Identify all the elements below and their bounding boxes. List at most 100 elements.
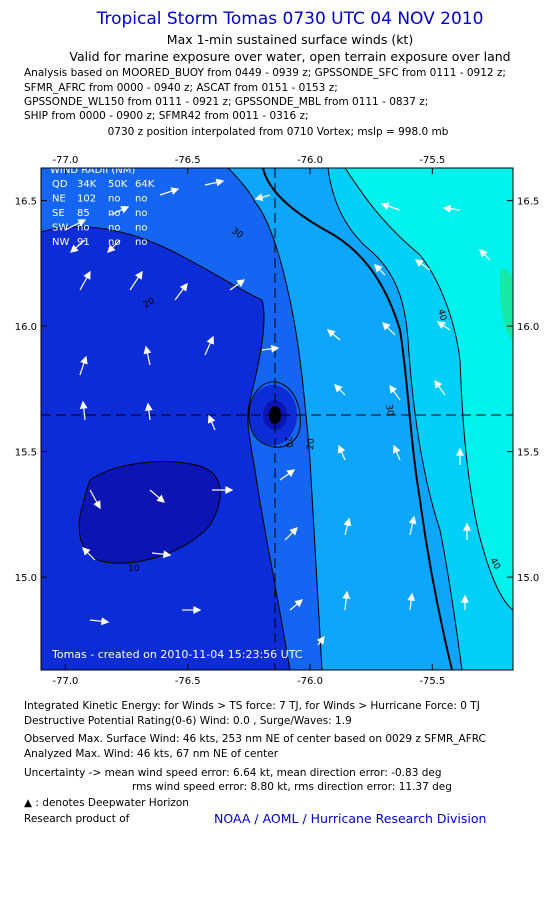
lon-tick-label-bottom: -75.5 <box>419 676 445 687</box>
lon-tick-label-top: -75.5 <box>419 155 445 166</box>
axis-ticks <box>41 168 513 670</box>
lon-tick-label-top: -76.0 <box>297 155 323 166</box>
wind-radii-cell: 50K <box>108 179 128 190</box>
wind-arrow-head-icon <box>236 279 246 288</box>
wind-arrow-head-icon <box>342 590 351 600</box>
wind-radii-cell: no <box>135 208 147 219</box>
wind-arrow-head-icon <box>135 270 143 280</box>
wind-arrow-head-icon <box>337 444 346 454</box>
wind-arrow-head-icon <box>442 204 452 213</box>
lat-tick-label-left: 16.5 <box>15 197 37 208</box>
lon-tick-label-bottom: -77.0 <box>53 676 79 687</box>
lon-tick-label-bottom: -76.5 <box>175 676 201 687</box>
contour-20 <box>41 226 291 670</box>
legend-text: : denotes Deepwater Horizon <box>35 797 189 809</box>
wind-arrow-head-icon <box>334 384 343 393</box>
wind-arrow-head-icon <box>343 517 352 527</box>
map-title: Tropical Storm Tomas 0730 UTC 04 NOV 201… <box>96 9 484 29</box>
contour-20-core <box>248 381 301 448</box>
contour-label: 10 <box>128 564 140 574</box>
wind-radii-cell: QD <box>52 179 68 190</box>
lat-tick-label-left: 15.0 <box>15 573 37 584</box>
wind-arrow-head-icon <box>206 335 214 345</box>
wind-arrow-head-icon <box>83 270 91 280</box>
wind-radii-cell: no <box>135 223 147 234</box>
lat-tick-label-right: 15.5 <box>517 448 539 459</box>
wind-arrow-head-icon <box>382 322 391 331</box>
uncertainty-line: rms wind speed error: 8.80 kt, rms direc… <box>132 781 452 793</box>
wind-arrow-head-icon <box>170 187 180 195</box>
research-org-link[interactable]: NOAA / AOML / Hurricane Research Divisio… <box>214 811 487 826</box>
analyzed-max-wind: Analyzed Max. Wind: 46 kts, 67 nm NE of … <box>24 748 279 760</box>
wind-arrow-head-icon <box>436 321 446 329</box>
wind-arrow-head-icon <box>461 594 469 603</box>
wind-arrow-head-icon <box>156 494 166 503</box>
contour-34-bold <box>262 168 453 670</box>
wind-arrow-head-icon <box>207 414 216 424</box>
map-subtitle-winds: Max 1-min sustained surface winds (kt) <box>166 32 414 47</box>
wind-arrow-head-icon <box>316 635 325 645</box>
position-note: 0730 z position interpolated from 0710 V… <box>107 126 449 138</box>
wind-arrow-head-icon <box>225 486 234 494</box>
wind-vector-arrows <box>64 178 491 646</box>
contour-labels: 30 20 20 10 20 30 40 40 <box>128 226 502 574</box>
wind-arrow-head-icon <box>463 522 471 531</box>
wind-radii-cell: no <box>77 223 89 234</box>
wind-arrow-head-icon <box>270 344 280 353</box>
wind-radii-cell: NE <box>52 194 66 205</box>
wind-radii-cell: 91 <box>77 237 90 248</box>
wind-radii-cell: 102 <box>77 194 96 205</box>
wind-arrow-head-icon <box>162 550 172 559</box>
wind-radii-cell: NW <box>52 237 69 248</box>
lat-tick-label-right: 15.0 <box>517 573 539 584</box>
wind-arrow-head-icon <box>215 178 225 187</box>
wind-band-under-10 <box>79 461 221 564</box>
analysis-line: SFMR_AFRC from 0000 - 0940 z; ASCAT from… <box>24 82 338 94</box>
contour-30 <box>227 168 323 670</box>
wind-radii-cell: no <box>108 237 120 248</box>
wind-arrow-head-icon <box>286 469 296 478</box>
wind-arrow-head-icon <box>380 202 390 210</box>
ike-info: Integrated Kinetic Energy: for Winds > T… <box>24 700 480 712</box>
wind-radii-cell: 34K <box>77 179 97 190</box>
wind-arrow-head-icon <box>120 206 130 214</box>
wind-radii-title: WIND RADII (NM) <box>50 165 135 176</box>
wind-arrow-head-icon <box>143 345 152 355</box>
wind-arrow-head-icon <box>82 547 91 556</box>
wind-arrow-head-icon <box>392 444 401 454</box>
wind-arrow-head-icon <box>193 606 202 614</box>
map-credit: Tomas - created on 2010-11-04 15:23:56 U… <box>51 648 303 661</box>
wind-radii-cell: no <box>108 208 120 219</box>
wind-arrow-head-icon <box>69 244 79 253</box>
wind-radii-cell: SE <box>52 208 65 219</box>
map-frame <box>40 167 514 671</box>
uncertainty-line: Uncertainty -> mean wind speed error: 6.… <box>24 767 442 779</box>
analysis-line: SHIP from 0000 - 0900 z; SFMR42 from 001… <box>24 110 309 122</box>
lon-tick-label-bottom: -76.0 <box>297 676 323 687</box>
wind-arrow-head-icon <box>479 249 488 258</box>
contour-10 <box>78 461 221 564</box>
wind-radii-cell: SW <box>52 223 68 234</box>
legend-line: ▲ : denotes Deepwater Horizon <box>24 797 189 809</box>
storm-center-marker <box>269 406 281 424</box>
lat-tick-label-right: 16.5 <box>517 197 539 208</box>
wind-arrow-head-icon <box>408 515 417 525</box>
wind-radii-cell: no <box>108 223 120 234</box>
wind-radii-cell: no <box>135 237 147 248</box>
center-crosshair <box>41 168 513 670</box>
wind-arrow-head-icon <box>179 282 188 292</box>
lon-tick-label-top: -76.5 <box>175 155 201 166</box>
contour-30-east <box>327 168 463 670</box>
wind-radii-cell: no <box>108 194 120 205</box>
contour-40 <box>344 168 513 611</box>
observed-max-wind: Observed Max. Surface Wind: 46 kts, 253 … <box>24 733 486 745</box>
contour-lines <box>41 168 513 670</box>
lon-tick-label-top: -77.0 <box>53 155 79 166</box>
contour-label: 30 <box>383 404 395 417</box>
deepwater-horizon-marker-icon: ▲ <box>24 797 33 809</box>
wind-arrow-head-icon <box>374 264 383 273</box>
wind-field-map: WIND RADII (NM) QD 34K 50K 64K NE 102 no no SE 85… <box>15 155 540 687</box>
wind-arrow-head-icon <box>414 259 424 268</box>
map-subtitle-exposure: Valid for marine exposure over water, op… <box>69 49 511 64</box>
wind-arrow-head-icon <box>389 384 398 394</box>
